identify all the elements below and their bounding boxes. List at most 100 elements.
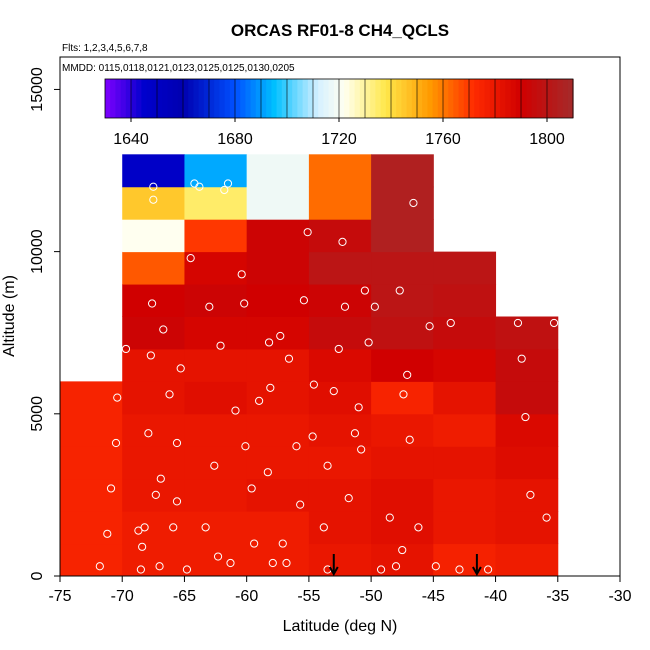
sample-point <box>247 484 256 493</box>
sample-point <box>391 562 401 571</box>
x-axis-label: Latitude (deg N) <box>283 618 398 635</box>
heatmap-cell <box>60 413 123 447</box>
sample-point <box>446 318 455 328</box>
colorbar-segment <box>547 79 553 118</box>
colorbar-segment <box>396 79 402 118</box>
heatmap-cell <box>371 511 434 545</box>
colorbar-segment <box>448 79 454 118</box>
heatmap-cell <box>246 284 310 317</box>
heatmap-cell <box>246 154 310 188</box>
sample-point <box>455 565 464 574</box>
sample-point <box>134 526 143 535</box>
heatmap-cell <box>246 251 310 285</box>
heatmap-cell <box>246 446 310 480</box>
colorbar-segment <box>453 79 460 118</box>
sample-point <box>296 500 305 509</box>
sample-point <box>308 432 317 441</box>
heatmap-cell <box>495 381 559 415</box>
heatmap-cell <box>433 284 497 317</box>
sample-point <box>106 484 116 493</box>
colorbar-segment <box>281 79 288 118</box>
sample-point <box>210 461 219 470</box>
colorbar-segment <box>219 79 226 118</box>
colorbar-segment <box>365 79 371 118</box>
heatmap-cell <box>184 413 248 447</box>
sample-point <box>216 341 225 350</box>
sample-point <box>357 445 366 454</box>
sample-point <box>399 390 408 399</box>
sample-point <box>309 380 318 389</box>
sample-point <box>250 539 259 548</box>
colorbar-segment <box>141 79 148 118</box>
colorbar-segment <box>370 79 376 118</box>
x-tick-label: -35 <box>546 588 569 605</box>
colorbar-segment <box>344 79 350 118</box>
colorbar-segment <box>157 79 163 118</box>
sample-point <box>323 461 332 470</box>
colorbar-segment <box>385 79 392 118</box>
heatmap-cells <box>60 154 559 577</box>
sample-point <box>268 558 277 568</box>
heatmap-cell <box>308 478 372 512</box>
sample-point <box>266 383 275 392</box>
heatmap-cell <box>246 381 310 415</box>
sample-point <box>403 370 412 379</box>
sample-point <box>276 331 285 341</box>
colorbar-segment <box>515 79 522 118</box>
heatmap-cell <box>184 511 248 545</box>
heatmap-cell <box>184 381 248 415</box>
heatmap-cell <box>184 186 248 220</box>
heatmap-cell <box>184 154 248 188</box>
sample-point <box>376 565 386 574</box>
colorbar-segment <box>349 79 356 118</box>
colorbar-tick-label: 1720 <box>321 131 357 148</box>
sample-point <box>350 429 360 438</box>
sample-point <box>103 529 112 538</box>
sample-point <box>549 318 559 328</box>
heatmap-cell <box>495 348 559 382</box>
colorbar-segment <box>318 79 324 118</box>
heatmap-cell <box>246 219 310 253</box>
sample-point <box>517 354 526 363</box>
colorbar-segment <box>562 79 569 118</box>
heatmap-cell <box>122 348 185 382</box>
sample-point <box>398 545 407 555</box>
heatmap-cell <box>308 219 372 253</box>
sample-point <box>220 185 229 195</box>
sample-point <box>344 494 353 503</box>
colorbar-segment <box>193 79 200 118</box>
heatmap-cell <box>122 219 185 253</box>
colorbar-segment <box>479 79 486 118</box>
x-tick-label: -45 <box>422 588 445 605</box>
colorbar-segment <box>203 79 210 118</box>
sample-point <box>223 179 233 188</box>
x-tick-label: -55 <box>297 588 320 605</box>
heatmap-cell <box>60 446 123 480</box>
sample-point <box>483 565 493 574</box>
heatmap-cell <box>184 478 248 512</box>
heatmap-cell <box>122 446 185 480</box>
y-axis-label: Altitude (m) <box>1 275 18 357</box>
colorbar-segment <box>105 79 111 118</box>
sample-point <box>95 562 104 571</box>
sample-point <box>521 412 530 422</box>
heatmap-cell <box>308 251 372 285</box>
heatmap-cell <box>495 543 559 577</box>
colorbar-segment <box>333 79 340 118</box>
colorbar-segment <box>209 79 215 118</box>
heatmap-cell <box>122 511 185 545</box>
dates-note: MMDD: 0115,0118,0121,0123,0125,0125,0130… <box>62 63 295 74</box>
heatmap-cell <box>371 478 434 512</box>
colorbar: 1640 1680 1720 1760 1800 <box>104 78 574 148</box>
sample-point <box>299 296 309 305</box>
colorbar-segment <box>131 79 137 118</box>
sample-point <box>165 390 174 399</box>
sample-point <box>526 490 535 500</box>
colorbar-segment <box>531 79 538 118</box>
heatmap-cell <box>433 413 497 447</box>
sample-point <box>542 513 551 522</box>
heatmap-cell <box>433 348 497 382</box>
heatmap-cell <box>246 186 310 220</box>
heatmap-cell <box>371 186 434 220</box>
colorbar-segment <box>432 79 439 118</box>
